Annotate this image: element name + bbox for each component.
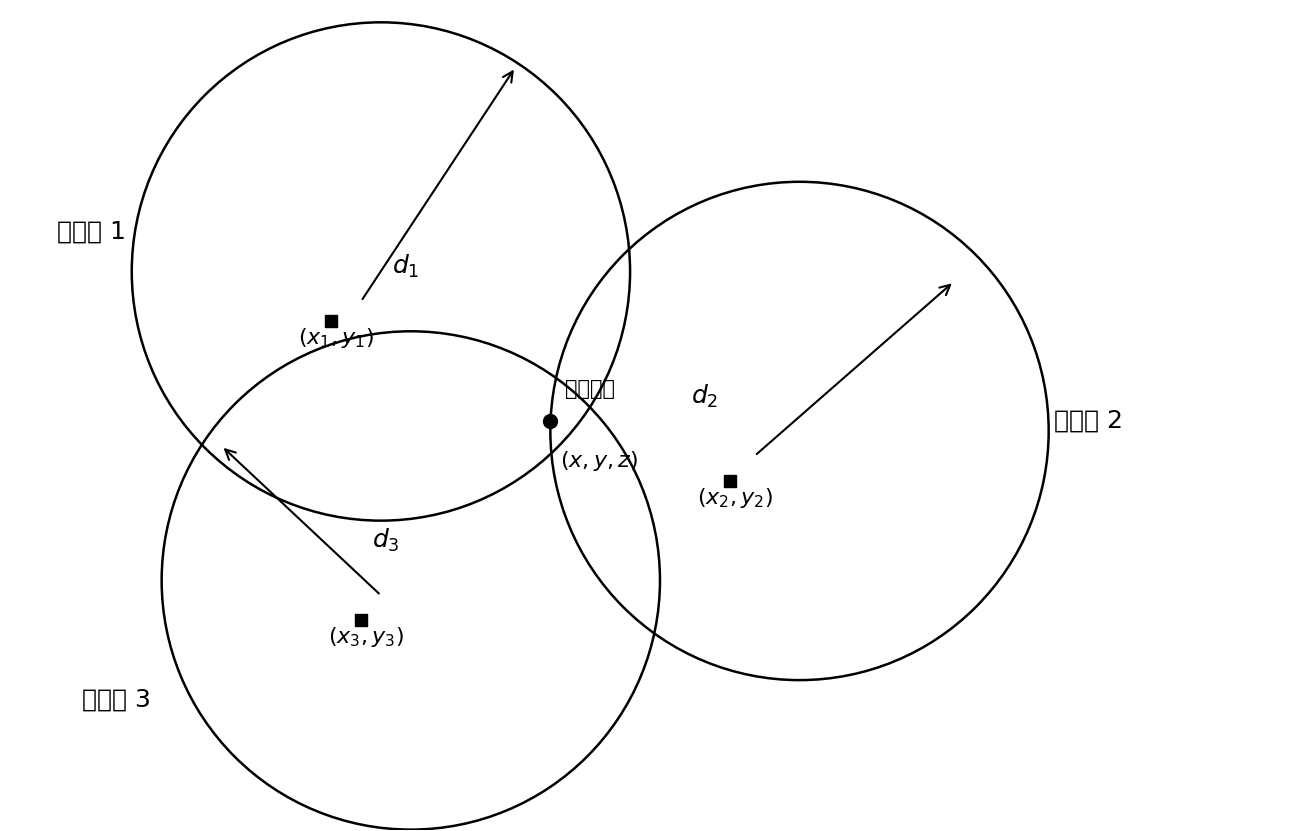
Text: $(x_1, y_1)$: $(x_1, y_1)$ (298, 327, 374, 351)
Text: 读写器 3: 读写器 3 (82, 688, 150, 712)
Text: $(x, y, z)$: $(x, y, z)$ (561, 449, 639, 473)
Text: $d_2$: $d_2$ (691, 382, 719, 410)
Point (320, 315, 341, 328)
Point (350, 613, 371, 627)
Text: $d_3$: $d_3$ (372, 527, 400, 554)
Text: 待测标签: 待测标签 (566, 379, 616, 399)
Point (719, 475, 740, 488)
Text: $d_1$: $d_1$ (392, 253, 420, 280)
Text: 读写器 2: 读写器 2 (1053, 409, 1123, 433)
Text: $(x_2, y_2)$: $(x_2, y_2)$ (697, 486, 772, 509)
Point (540, 415, 561, 428)
Text: 读写器 1: 读写器 1 (58, 219, 125, 243)
Text: $(x_3, y_3)$: $(x_3, y_3)$ (328, 625, 404, 649)
